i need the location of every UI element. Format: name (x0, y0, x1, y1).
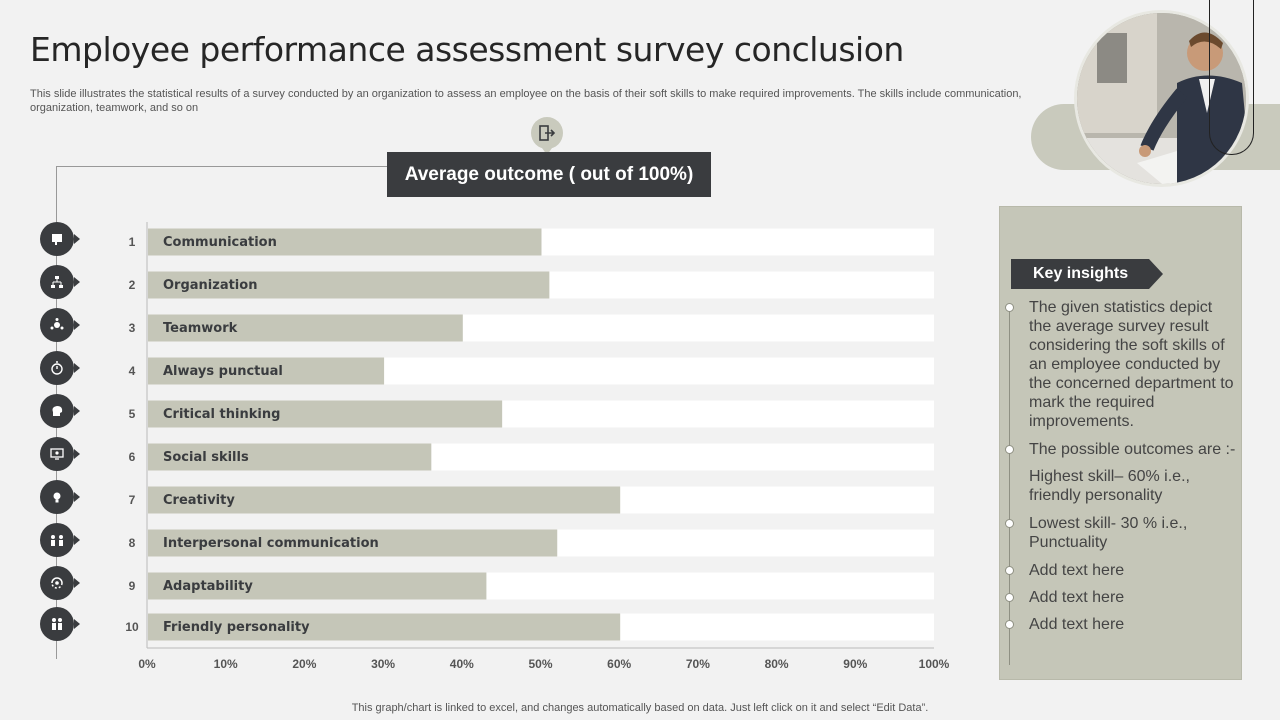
rank-label: 4 (129, 364, 136, 378)
category-label: Interpersonal communication (163, 536, 379, 551)
x-tick-label: 70% (686, 657, 710, 671)
friends-icon (40, 607, 80, 641)
x-tick-label: 90% (843, 657, 867, 671)
teamwork-icon (40, 308, 80, 342)
category-label: Creativity (163, 493, 235, 508)
x-tick-label: 50% (528, 657, 552, 671)
category-label: Social skills (163, 450, 249, 465)
bar (148, 572, 487, 600)
insight-item: Add text here (1029, 562, 1125, 579)
bar (148, 443, 432, 471)
insights-timeline (1009, 305, 1010, 665)
category-label: Communication (163, 235, 277, 250)
x-tick-label: 10% (214, 657, 238, 671)
category-label: Critical thinking (163, 407, 280, 422)
insight-item: Lowest skill- 30 % i.e., Punctuality (1029, 515, 1188, 551)
presentation-icon (40, 222, 80, 256)
insight-item: Highest skill– 60% i.e., friendly person… (1029, 468, 1190, 504)
insight-item: The possible outcomes are :- (1029, 441, 1236, 458)
category-label: Adaptability (163, 579, 253, 594)
insight-bullet (1005, 445, 1014, 454)
lightbulb-icon (40, 480, 80, 514)
rank-label: 10 (125, 620, 139, 634)
people-talk-icon (40, 523, 80, 557)
rank-label: 9 (129, 579, 136, 593)
category-label: Friendly personality (163, 620, 310, 635)
adapt-cycle-icon (40, 566, 80, 600)
page-description: This slide illustrates the statistical r… (30, 88, 1022, 114)
rank-label: 8 (129, 536, 136, 550)
bar (148, 529, 558, 557)
category-label: Organization (163, 278, 257, 293)
footer-note: This graph/chart is linked to excel, and… (351, 702, 929, 714)
exit-icon (531, 117, 563, 155)
x-tick-label: 30% (371, 657, 395, 671)
rank-label: 1 (129, 235, 136, 249)
bar (148, 486, 621, 514)
insight-item: Add text here (1029, 589, 1125, 606)
category-label: Always punctual (163, 364, 283, 379)
insight-bullet (1005, 593, 1014, 602)
skills-bar-chart: 1 Communication 2 Organization 3 Teamwork 4 Alw… (125, 222, 950, 671)
bar (148, 271, 550, 299)
rank-label: 5 (129, 407, 136, 421)
rank-label: 3 (129, 321, 136, 335)
bar (148, 314, 463, 342)
stopwatch-icon (40, 351, 80, 385)
insight-item: Add text here (1029, 616, 1125, 633)
x-tick-label: 0% (138, 657, 156, 671)
brain-icon (40, 394, 80, 428)
rank-label: 6 (129, 450, 136, 464)
bar (148, 357, 385, 385)
insight-bullet (1005, 519, 1014, 528)
org-chart-icon (40, 265, 80, 299)
social-screen-icon (40, 437, 80, 471)
insight-bullet (1005, 620, 1014, 629)
x-tick-label: 100% (919, 657, 950, 671)
key-insights-panel: Key insights The given statistics depict… (999, 206, 1242, 680)
x-tick-label: 80% (765, 657, 789, 671)
rank-label: 2 (129, 278, 136, 292)
rank-label: 7 (129, 493, 136, 507)
category-label: Teamwork (163, 321, 238, 336)
key-insights-heading: Key insights (1011, 259, 1163, 289)
x-tick-label: 20% (292, 657, 316, 671)
business-photo (1074, 10, 1249, 187)
connector-horizontal (56, 166, 388, 167)
average-outcome-label: Average outcome ( out of 100%) (387, 152, 711, 197)
bar (148, 400, 503, 428)
bar (148, 228, 542, 256)
x-tick-label: 60% (607, 657, 631, 671)
bar (148, 613, 621, 641)
x-tick-label: 40% (450, 657, 474, 671)
insight-bullet (1005, 303, 1014, 312)
insight-item: The given statistics depict the average … (1029, 299, 1234, 430)
decorative-outline (1209, 0, 1254, 155)
page-title: Employee performance assessment survey c… (30, 30, 904, 69)
insight-bullet (1005, 566, 1014, 575)
